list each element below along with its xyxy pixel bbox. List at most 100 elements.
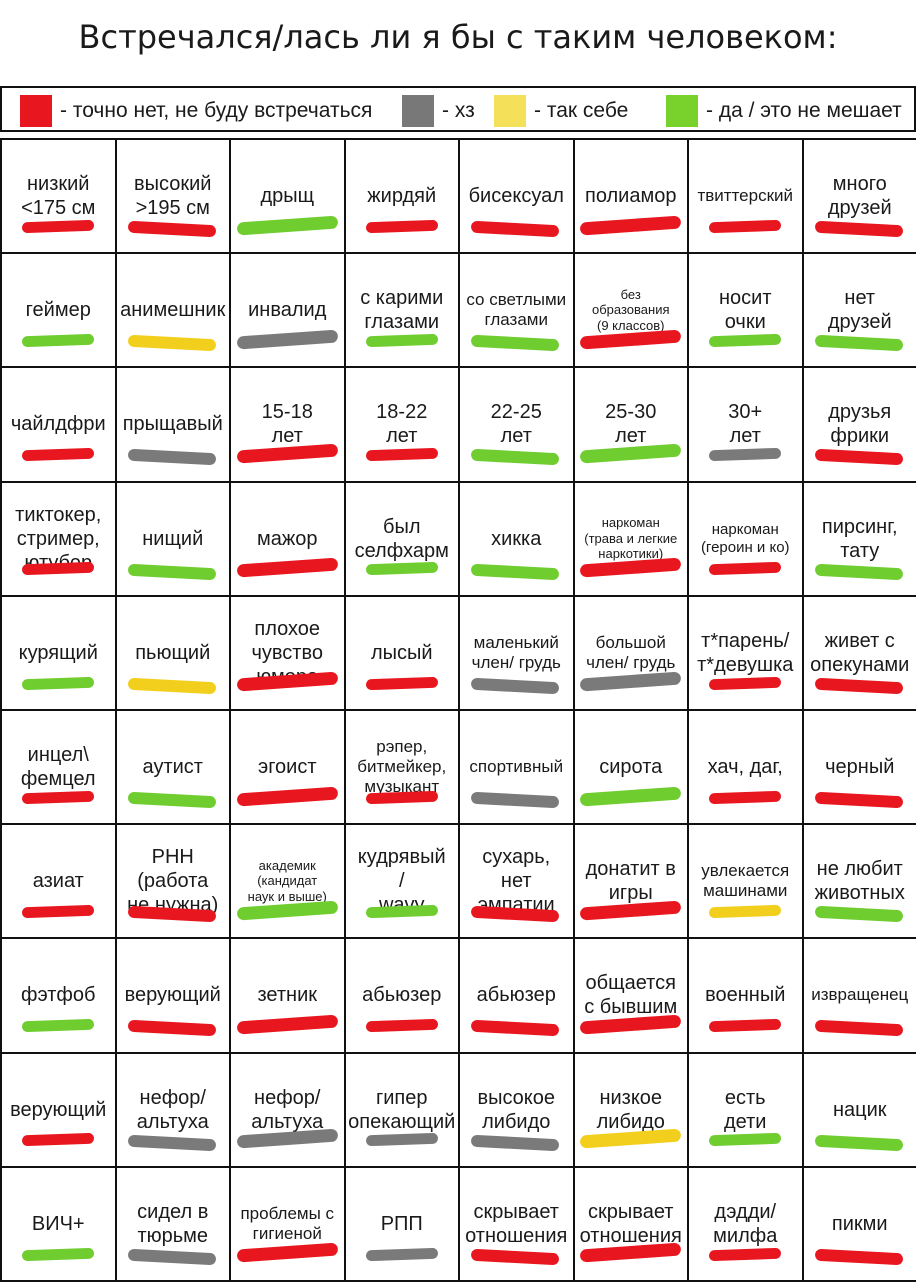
mark-red bbox=[814, 221, 902, 238]
grid-cell: геймер bbox=[0, 252, 117, 368]
cell-label: абьюзер bbox=[360, 983, 443, 1007]
legend-label: - точно нет, не буду встречаться bbox=[60, 99, 372, 123]
cell-label: пикми bbox=[830, 1212, 890, 1236]
cell-label: чайлдфри bbox=[9, 412, 108, 436]
legend-item-yes: - да / это не мешает bbox=[666, 94, 902, 128]
cell-label: увлекается машинами bbox=[699, 861, 791, 902]
grid-cell: низкое либидо bbox=[573, 1052, 690, 1168]
mark-red bbox=[471, 1020, 559, 1037]
grid-cell: чайлдфри bbox=[0, 366, 117, 482]
grid-cell: черный bbox=[802, 709, 916, 825]
mark-red bbox=[22, 1133, 94, 1147]
cell-label: твиттерский bbox=[695, 186, 795, 206]
mark-red bbox=[236, 443, 338, 463]
grid-cell: друзья фрики bbox=[802, 366, 916, 482]
grid-cell: общается с бывшим bbox=[573, 937, 690, 1053]
grid-cell: много друзей bbox=[802, 138, 916, 254]
mark-red bbox=[366, 676, 438, 690]
mark-gray bbox=[709, 448, 781, 462]
cell-label: скрывает отношения bbox=[463, 1200, 569, 1248]
legend-label: - да / это не мешает bbox=[706, 99, 902, 123]
mark-yellow bbox=[127, 678, 215, 695]
cell-label: азиат bbox=[31, 869, 86, 893]
grid-cell: маленький член/ грудь bbox=[458, 595, 575, 711]
grid-cell: кудрявый / wavy bbox=[344, 823, 461, 939]
cell-label: полиамор bbox=[583, 184, 678, 208]
grid-cell: не любит животных bbox=[802, 823, 916, 939]
mark-green bbox=[22, 1019, 94, 1033]
grid-cell: твиттерский bbox=[687, 138, 804, 254]
cell-label: т*парень/ т*девушка bbox=[695, 629, 795, 677]
cell-label: низкое либидо bbox=[595, 1086, 667, 1134]
cell-label: сирота bbox=[597, 755, 664, 779]
grid-cell: нищий bbox=[115, 481, 232, 597]
mark-green bbox=[127, 563, 215, 580]
grid-cell: азиат bbox=[0, 823, 117, 939]
grid-cell: т*парень/ т*девушка bbox=[687, 595, 804, 711]
mark-green bbox=[814, 906, 902, 923]
cell-label: фэтфоб bbox=[19, 983, 97, 1007]
cell-label: рэпер, битмейкер, музыкант bbox=[355, 737, 448, 798]
mark-red bbox=[236, 1243, 338, 1263]
grid-cell: пьющий bbox=[115, 595, 232, 711]
cell-label: наркоман (трава и легкие наркотики) bbox=[582, 515, 679, 562]
grid-cell: 15-18 лет bbox=[229, 366, 346, 482]
mark-green bbox=[709, 1133, 781, 1147]
grid-cell: прыщавый bbox=[115, 366, 232, 482]
grid-cell: эгоист bbox=[229, 709, 346, 825]
grid-cell: нефор/ альтуха bbox=[229, 1052, 346, 1168]
cell-label: 25-30 лет bbox=[603, 400, 658, 448]
cell-label: гипер опекающий bbox=[346, 1086, 457, 1134]
cell-label: зетник bbox=[255, 983, 319, 1007]
grid-cell: жирдяй bbox=[344, 138, 461, 254]
cell-label: 30+ лет bbox=[726, 400, 764, 448]
cell-label: курящий bbox=[17, 641, 100, 665]
cell-label: верующий bbox=[123, 983, 223, 1007]
grid-cell: большой член/ грудь bbox=[573, 595, 690, 711]
cell-label: черный bbox=[823, 755, 896, 779]
grid-cell: анимешник bbox=[115, 252, 232, 368]
mark-red bbox=[366, 1019, 438, 1033]
cell-label: инвалид bbox=[246, 298, 328, 322]
grid-cell: нефор/ альтуха bbox=[115, 1052, 232, 1168]
cell-label: извращенец bbox=[809, 985, 910, 1005]
mark-green bbox=[22, 1247, 94, 1261]
mark-red bbox=[236, 558, 338, 578]
cell-label: ВИЧ+ bbox=[30, 1212, 87, 1236]
cell-label: был селфхарм bbox=[353, 515, 451, 563]
grid-cell: инвалид bbox=[229, 252, 346, 368]
cell-label: инцел\ фемцел bbox=[19, 743, 98, 791]
grid-cell: лысый bbox=[344, 595, 461, 711]
mark-red bbox=[22, 905, 94, 919]
grid-cell: 25-30 лет bbox=[573, 366, 690, 482]
grid-cell: без образования (9 классов) bbox=[573, 252, 690, 368]
mark-yellow bbox=[709, 905, 781, 919]
cell-label: 15-18 лет bbox=[260, 400, 315, 448]
grid-cell: аутист bbox=[115, 709, 232, 825]
grid-cell: пикми bbox=[802, 1166, 916, 1282]
mark-red bbox=[580, 215, 682, 235]
grid-cell: скрывает отношения bbox=[458, 1166, 575, 1282]
grid-cell: РНН (работа не нужна) bbox=[115, 823, 232, 939]
mark-gray bbox=[471, 792, 559, 809]
cell-label: прыщавый bbox=[121, 412, 225, 436]
cell-label: друзья фрики bbox=[826, 400, 893, 448]
grid-cell: мажор bbox=[229, 481, 346, 597]
grid-cell: военный bbox=[687, 937, 804, 1053]
cell-label: сидел в тюрьме bbox=[135, 1200, 210, 1248]
mark-green bbox=[471, 563, 559, 580]
mark-red bbox=[814, 1020, 902, 1037]
cell-label: нацик bbox=[831, 1098, 889, 1122]
mark-gray bbox=[127, 449, 215, 466]
mark-green bbox=[814, 1134, 902, 1151]
grid-cell: бисексуал bbox=[458, 138, 575, 254]
grid-cell: пирсинг, тату bbox=[802, 481, 916, 597]
cell-label: проблемы с гигиеной bbox=[238, 1204, 336, 1245]
mark-gray bbox=[366, 1133, 438, 1147]
cell-label: спортивный bbox=[467, 757, 565, 777]
legend: - точно нет, не буду встречаться - хз - … bbox=[0, 86, 916, 132]
cell-label: нет друзей bbox=[826, 286, 894, 334]
mark-green bbox=[471, 335, 559, 352]
grid-cell: сирота bbox=[573, 709, 690, 825]
cell-label: маленький член/ грудь bbox=[470, 633, 563, 674]
